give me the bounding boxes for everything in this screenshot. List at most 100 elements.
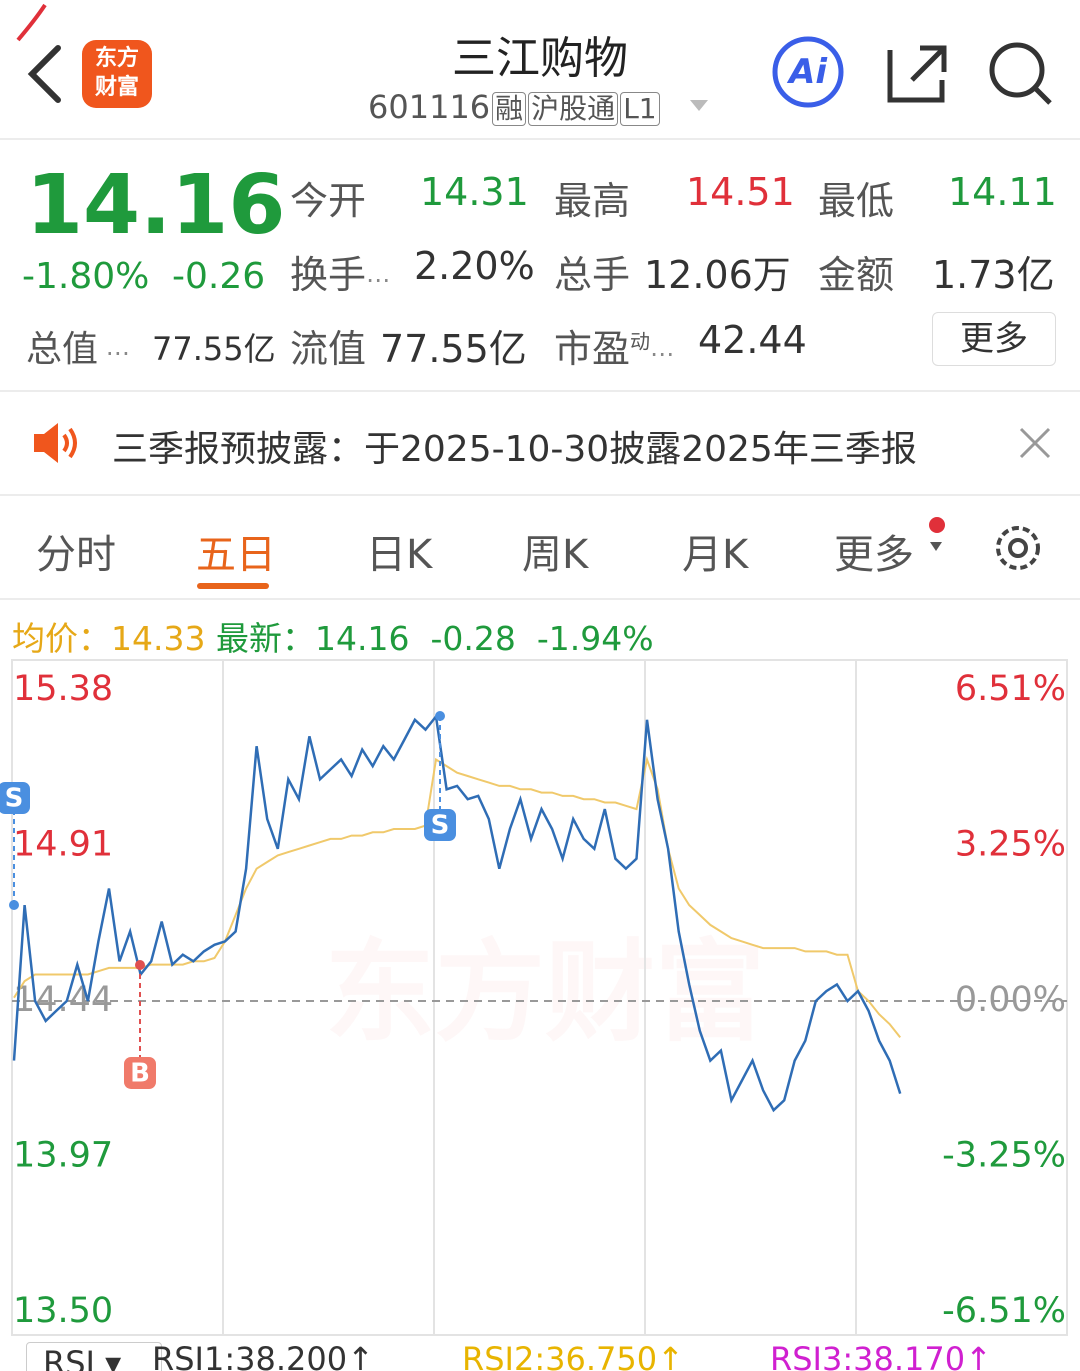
stock-title: 三江购物: [452, 33, 628, 84]
chart-info: 均价：14.33 最新：14.16 -0.28 -1.94%: [12, 612, 654, 660]
stat-label: 最低: [818, 179, 895, 223]
tab-underline: [197, 583, 269, 589]
stat-value: 14.11: [948, 170, 1057, 214]
indicator-row: RSI ▾ RSI1:38.200↑ RSI2:36.750↑ RSI3:38.…: [0, 1336, 1080, 1371]
header-icons: [16, 3, 1052, 111]
chart: 东方财富 6.51%3.25%0.00%-3.25%-6.51%15.3814.…: [0, 659, 1068, 1336]
y2-tick-label: 6.51%: [955, 669, 1066, 709]
back-button[interactable]: [27, 45, 61, 103]
stat-value: 1.73亿: [932, 253, 1055, 297]
stat-value: 12.06万: [644, 253, 791, 297]
divider: [0, 494, 1080, 496]
marker-label: S: [5, 784, 24, 814]
label: 换手: [290, 253, 367, 297]
more-arrow: [930, 542, 942, 551]
indicator-value: RSI3:38.170↑: [770, 1340, 992, 1371]
tab-icons: [929, 517, 1040, 570]
dropdown-arrow[interactable]: [690, 100, 708, 111]
stat-value: 2.20%: [414, 244, 535, 288]
marker-dot: [435, 711, 445, 721]
stat-value: 14.51: [686, 170, 795, 214]
y2-tick-label: 3.25%: [955, 825, 1066, 865]
ai-button[interactable]: [772, 36, 844, 108]
y-tick-label: 14.44: [13, 980, 113, 1020]
tag: L1: [620, 92, 660, 126]
total-value: 77.55亿: [152, 330, 276, 368]
marker-badge: [0, 782, 30, 814]
tab[interactable]: 分时: [36, 532, 116, 578]
tab[interactable]: 日K: [366, 532, 433, 578]
search-button[interactable]: [989, 42, 1045, 98]
marker-label: S: [431, 811, 450, 841]
stat-label: 金额: [818, 253, 895, 297]
stat-label: 市盈动⋯: [554, 327, 675, 371]
y-tick-label: 13.50: [13, 1291, 113, 1331]
ai-label: Ai: [789, 52, 827, 92]
divider: [0, 390, 1080, 392]
marker-dot: [135, 960, 145, 970]
stat-label: 换手⋯: [290, 253, 391, 297]
last-price: 14.16: [26, 158, 286, 253]
notice-text[interactable]: 三季报预披露：于2025-10-30披露2025年三季报: [112, 429, 917, 470]
search-handle: [1033, 86, 1052, 105]
y-tick-label: 15.38: [13, 669, 113, 709]
total-value-label: 总值 ⋯: [26, 329, 130, 370]
marker-label: B: [130, 1059, 150, 1089]
divider: [0, 138, 1080, 140]
stat-label: 最高: [554, 179, 631, 223]
marker-badge: [424, 809, 456, 841]
label: 市盈: [554, 327, 631, 371]
stat-label: 今开: [290, 179, 367, 223]
tab[interactable]: 更多: [834, 532, 914, 578]
y-tick-label: 14.91: [13, 825, 113, 865]
latest-change: -0.28: [430, 619, 516, 658]
change: -0.26: [172, 256, 266, 297]
stock-code: 601116: [368, 88, 491, 126]
stat-label: 流值: [290, 327, 367, 371]
tag: 沪股通: [528, 92, 619, 126]
y-tick-label: 13.97: [13, 1136, 113, 1176]
label-sup: 动: [630, 329, 651, 354]
indicator-value: RSI2:36.750↑: [462, 1340, 684, 1371]
stat-value: 77.55亿: [380, 327, 527, 371]
ink-mark: [16, 3, 47, 42]
avg-label: 均价：: [12, 619, 111, 658]
indicator-name: RSI: [43, 1344, 95, 1371]
red-dot: [929, 517, 945, 533]
latest-label: 最新：: [215, 619, 315, 658]
indicator-value: RSI1:38.200↑: [152, 1340, 374, 1371]
logo-line: 财富: [94, 75, 139, 100]
marker-badge: [124, 1057, 156, 1089]
close-button[interactable]: [1018, 426, 1052, 460]
settings-button[interactable]: [996, 526, 1040, 570]
latest-change-pct: -1.94%: [536, 619, 654, 658]
logo-line: 东方: [94, 46, 139, 71]
logo-text: 东方 财富: [82, 44, 152, 102]
more-button[interactable]: 更多: [932, 312, 1056, 366]
plot-frame: [11, 659, 1068, 1336]
watermark: 东方财富: [325, 928, 765, 1056]
tab[interactable]: 周K: [522, 532, 589, 578]
price-line: [12, 713, 902, 1113]
avg-value: 14.33: [111, 619, 206, 658]
label: 总值: [26, 329, 99, 370]
y2-tick-label: -6.51%: [942, 1291, 1066, 1331]
stat-value: 14.31: [420, 170, 529, 214]
stat-value: 42.44: [698, 318, 807, 362]
latest-value: 14.16: [314, 619, 410, 658]
speaker-icon: [34, 423, 77, 463]
y2-tick-label: -3.25%: [942, 1135, 1066, 1175]
marker-dot: [9, 900, 19, 910]
stock-code-row: 601116 融沪股通 L1: [368, 88, 660, 126]
divider: [0, 598, 1080, 600]
share-button[interactable]: [887, 45, 947, 103]
tab-active[interactable]: 五日: [196, 532, 276, 578]
avg-line: [13, 755, 901, 1039]
tag: 融: [492, 92, 527, 126]
tab[interactable]: 月K: [682, 532, 749, 578]
indicator-select[interactable]: RSI ▾: [26, 1342, 162, 1371]
change-pct: -1.80%: [22, 256, 150, 297]
stat-label: 总手: [554, 253, 631, 297]
